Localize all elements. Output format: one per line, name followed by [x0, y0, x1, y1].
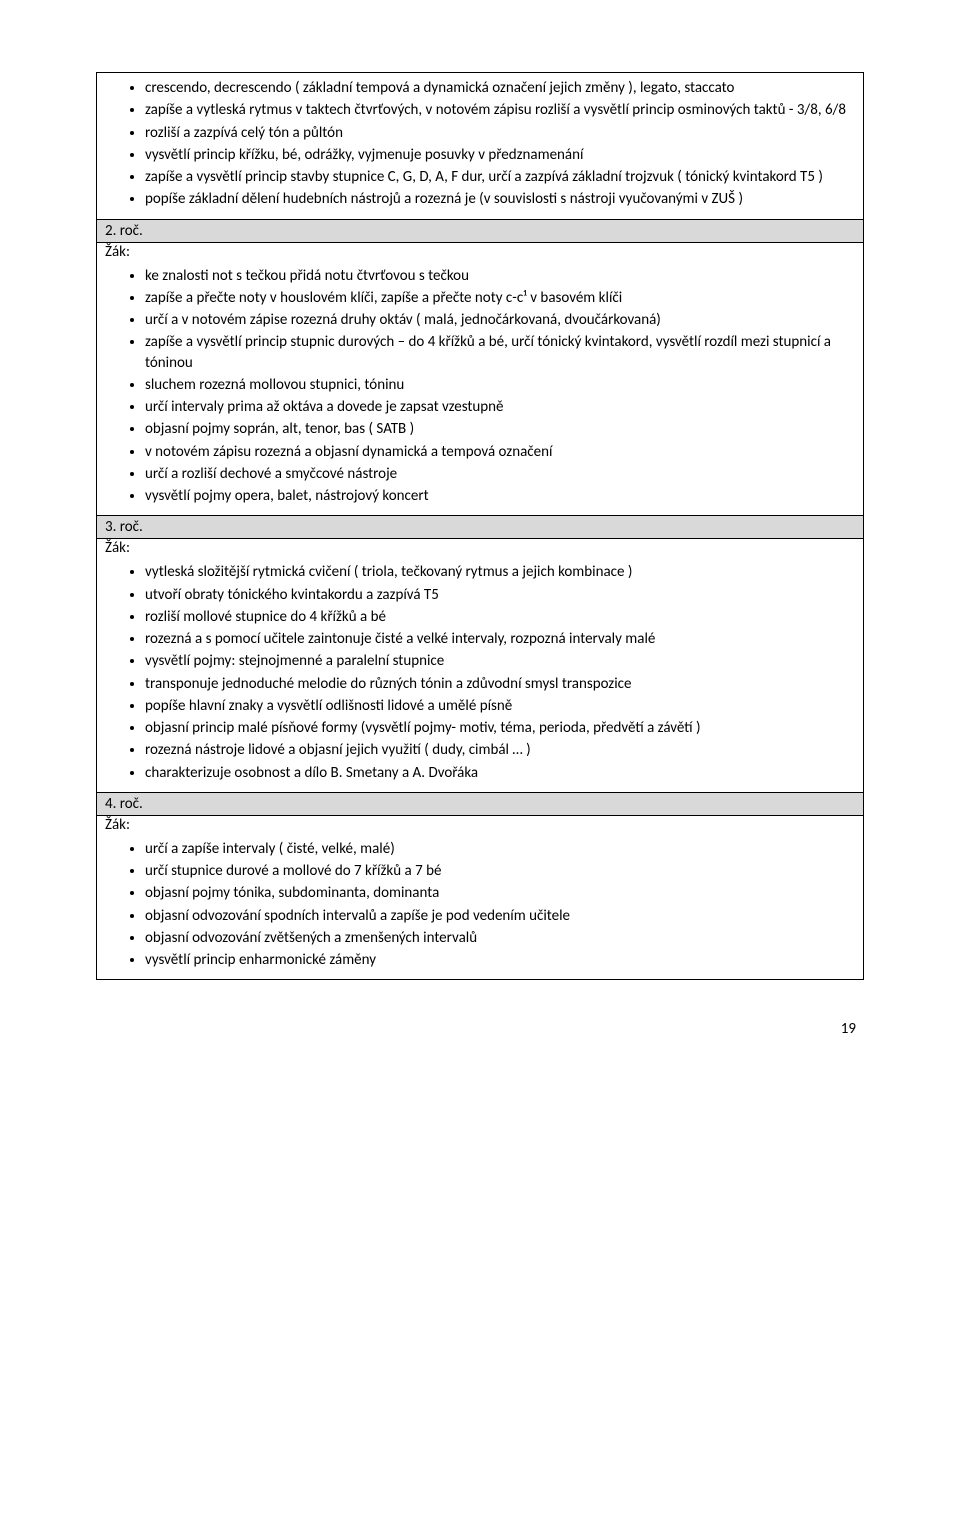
- section-body: vytleská složitější rytmická cvičení ( t…: [97, 557, 863, 792]
- list-item: v notovém zápisu rozezná a objasní dynam…: [145, 441, 855, 463]
- list-item: vysvětlí princip křížku, bé, odrážky, vy…: [145, 144, 855, 166]
- section-heading: 2. roč.: [97, 219, 863, 243]
- list-item: objasní princip malé písňové formy (vysv…: [145, 717, 855, 739]
- bullet-list: ke znalosti not s tečkou přidá notu čtvr…: [105, 265, 855, 508]
- list-item: charakterizuje osobnost a dílo B. Smetan…: [145, 762, 855, 784]
- section-heading: 3. roč.: [97, 515, 863, 539]
- section-heading: 4. roč.: [97, 792, 863, 816]
- document-table: crescendo, decrescendo ( základní tempov…: [96, 72, 864, 980]
- list-item: rozezná a s pomocí učitele zaintonuje či…: [145, 628, 855, 650]
- list-item: zapíše a vysvětlí princip stavby stupnic…: [145, 166, 855, 188]
- bullet-list: určí a zapíše intervaly ( čisté, velké, …: [105, 838, 855, 972]
- list-item: určí a zapíše intervaly ( čisté, velké, …: [145, 838, 855, 860]
- zak-label: Žák:: [97, 816, 863, 834]
- list-item: sluchem rozezná mollovou stupnici, tónin…: [145, 374, 855, 396]
- bullet-list: vytleská složitější rytmická cvičení ( t…: [105, 561, 855, 784]
- list-item: zapíše a vysvětlí princip stupnic durový…: [145, 331, 855, 374]
- list-item: určí intervaly prima až oktáva a dovede …: [145, 396, 855, 418]
- list-item: rozliší a zazpívá celý tón a půltón: [145, 122, 855, 144]
- list-item: zapíše a vytleská rytmus v taktech čtvrť…: [145, 99, 855, 121]
- list-item: popíše základní dělení hudebních nástroj…: [145, 188, 855, 210]
- list-item: objasní odvozování zvětšených a zmenšený…: [145, 927, 855, 949]
- bullet-list: crescendo, decrescendo ( základní tempov…: [105, 77, 855, 211]
- top-continuation-section: crescendo, decrescendo ( základní tempov…: [97, 73, 863, 219]
- list-item: popíše hlavní znaky a vysvětlí odlišnost…: [145, 695, 855, 717]
- list-item: utvoří obraty tónického kvintakordu a za…: [145, 584, 855, 606]
- list-item: vytleská složitější rytmická cvičení ( t…: [145, 561, 855, 583]
- zak-label: Žák:: [97, 539, 863, 557]
- section-body: ke znalosti not s tečkou přidá notu čtvr…: [97, 261, 863, 516]
- list-item: crescendo, decrescendo ( základní tempov…: [145, 77, 855, 99]
- list-item: ke znalosti not s tečkou přidá notu čtvr…: [145, 265, 855, 287]
- section-body: určí a zapíše intervaly ( čisté, velké, …: [97, 834, 863, 980]
- list-item: zapíše a přečte noty v houslovém klíči, …: [145, 287, 855, 309]
- list-item: objasní odvozování spodních intervalů a …: [145, 905, 855, 927]
- page-number: 19: [96, 1020, 864, 1038]
- list-item: vysvětlí princip enharmonické záměny: [145, 949, 855, 971]
- list-item: určí stupnice durové a mollové do 7 kříž…: [145, 860, 855, 882]
- zak-label: Žák:: [97, 243, 863, 261]
- list-item: určí a rozliší dechové a smyčcové nástro…: [145, 463, 855, 485]
- list-item: rozliší mollové stupnice do 4 křížků a b…: [145, 606, 855, 628]
- list-item: transponuje jednoduché melodie do různýc…: [145, 673, 855, 695]
- list-item: vysvětlí pojmy opera, balet, nástrojový …: [145, 485, 855, 507]
- list-item: určí a v notovém zápise rozezná druhy ok…: [145, 309, 855, 331]
- list-item: objasní pojmy tónika, subdominanta, domi…: [145, 882, 855, 904]
- list-item: vysvětlí pojmy: stejnojmenné a paralelní…: [145, 650, 855, 672]
- list-item: objasní pojmy soprán, alt, tenor, bas ( …: [145, 418, 855, 440]
- list-item: rozezná nástroje lidové a objasní jejich…: [145, 739, 855, 761]
